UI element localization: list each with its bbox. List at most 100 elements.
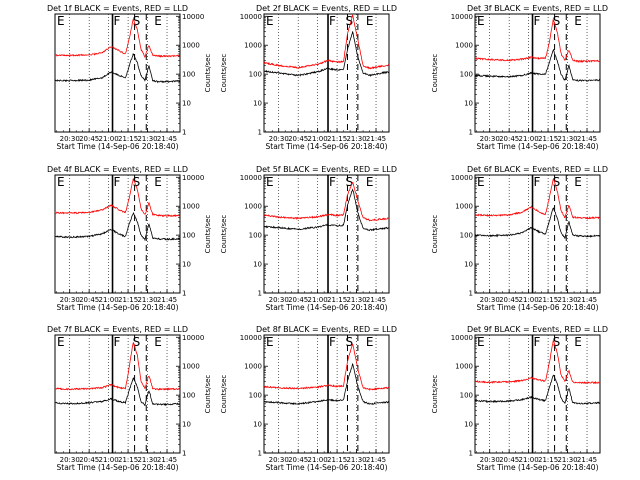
y-tick-label: 1	[182, 290, 186, 298]
eclipse-label-right: E	[366, 14, 374, 28]
eclipse-label-right: E	[154, 175, 162, 189]
x-tick-label: 20:45	[79, 296, 99, 304]
x-tick-label: 20:45	[499, 296, 519, 304]
x-tick-label: 20:30	[269, 456, 289, 464]
y-tick-label: 10	[253, 261, 262, 269]
y-tick-label: 1000	[455, 203, 473, 211]
x-tick-label: 21:30	[137, 296, 157, 304]
flare-label: F	[329, 335, 336, 349]
panel-title: Det 6f BLACK = Events, RED = LLD	[467, 165, 608, 174]
y-tick-label: 100	[182, 392, 195, 400]
y-tick-label: 10000	[182, 174, 204, 182]
lld-series-line	[263, 343, 390, 391]
x-tick-label: 20:30	[269, 135, 289, 143]
x-axis-label: Start Time (14-Sep-06 20:18:40)	[266, 463, 388, 472]
events-series-line	[474, 207, 601, 239]
x-tick-label: 21:30	[557, 135, 577, 143]
eclipse-label-right: E	[574, 335, 582, 349]
x-tick-label: 21:30	[346, 456, 366, 464]
events-series-line	[54, 53, 181, 84]
detector-panel-4: Det 4f BLACK = Events, RED = LLD 1 10 100 10…	[47, 165, 212, 312]
x-tick-label: 21:15	[538, 456, 558, 464]
x-tick-label: 21:15	[118, 135, 138, 143]
saa-label: S	[553, 335, 561, 349]
y-tick-label: 10	[464, 421, 473, 429]
y-tick-label: 1000	[244, 42, 262, 50]
eclipse-label-left: E	[477, 14, 485, 28]
y-axis-label: Counts/sec	[220, 375, 228, 414]
eclipse-label-left: E	[266, 335, 274, 349]
x-tick-label: 20:45	[499, 456, 519, 464]
y-tick-label: 10000	[240, 174, 262, 182]
y-tick-label: 1	[469, 129, 473, 137]
x-tick-label: 20:30	[480, 135, 500, 143]
x-tick-label: 20:30	[480, 456, 500, 464]
saa-label: S	[345, 14, 353, 28]
plot-frame	[474, 334, 601, 454]
x-tick-label: 20:45	[79, 456, 99, 464]
x-tick-label: 21:00	[308, 135, 328, 143]
x-tick-label: 21:45	[366, 135, 386, 143]
x-tick-label: 21:15	[538, 135, 558, 143]
x-tick-label: 20:45	[288, 296, 308, 304]
x-tick-label: 20:30	[480, 296, 500, 304]
flare-label: F	[114, 175, 121, 189]
x-tick-label: 21:45	[157, 296, 177, 304]
eclipse-label-left: E	[266, 14, 274, 28]
events-series-line	[54, 212, 181, 242]
flare-label: F	[534, 335, 541, 349]
y-tick-label: 1000	[244, 203, 262, 211]
x-tick-label: 21:45	[157, 456, 177, 464]
plot-frame	[263, 334, 390, 454]
eclipse-label-right: E	[366, 335, 374, 349]
x-axis-label: Start Time (14-Sep-06 20:18:40)	[477, 142, 599, 151]
x-axis-label: Start Time (14-Sep-06 20:18:40)	[477, 303, 599, 312]
lld-series-line	[263, 14, 390, 70]
saa-label: S	[133, 175, 141, 189]
x-tick-label: 21:30	[557, 296, 577, 304]
x-tick-label: 21:45	[157, 135, 177, 143]
x-tick-label: 21:00	[308, 296, 328, 304]
x-tick-label: 21:45	[577, 296, 597, 304]
detector-panel-8: Det 8f BLACK = Events, RED = LLD 1 10 100 10…	[220, 325, 397, 472]
eclipse-label-right: E	[574, 175, 582, 189]
x-tick-label: 21:00	[519, 135, 539, 143]
y-tick-label: 1000	[244, 363, 262, 371]
x-tick-label: 21:15	[327, 456, 347, 464]
x-tick-label: 20:45	[499, 135, 519, 143]
detector-panel-2: Det 2f BLACK = Events, RED = LLD 1 10 100 10…	[220, 4, 397, 151]
panel-title: Det 5f BLACK = Events, RED = LLD	[256, 165, 397, 174]
y-axis-label: Counts/sec	[431, 54, 439, 93]
y-axis-label: Counts/sec	[431, 215, 439, 254]
saa-label: S	[345, 175, 353, 189]
flare-label: F	[329, 14, 336, 28]
y-tick-label: 1	[182, 129, 186, 137]
y-tick-label: 10000	[240, 334, 262, 342]
x-tick-label: 21:00	[519, 456, 539, 464]
y-tick-label: 1	[258, 129, 262, 137]
y-tick-label: 1	[469, 290, 473, 298]
panel-title: Det 7f BLACK = Events, RED = LLD	[47, 325, 188, 334]
lld-series-line	[474, 177, 601, 220]
detector-panel-3: Det 3f BLACK = Events, RED = LLD 1 10 100 10…	[431, 4, 608, 151]
events-series-line	[263, 31, 390, 78]
x-axis-label: Start Time (14-Sep-06 20:18:40)	[266, 142, 388, 151]
plot-frame	[263, 13, 390, 133]
plot-frame	[263, 174, 390, 294]
lld-series-line	[474, 340, 601, 385]
detector-panel-9: Det 9f BLACK = Events, RED = LLD 1 10 100 10…	[431, 325, 608, 472]
eclipse-label-left: E	[266, 175, 274, 189]
eclipse-label-right: E	[154, 14, 162, 28]
x-tick-label: 21:15	[118, 456, 138, 464]
eclipse-label-left: E	[477, 175, 485, 189]
plot-frame	[474, 174, 601, 294]
x-tick-label: 21:00	[99, 135, 119, 143]
x-tick-label: 21:15	[327, 135, 347, 143]
y-tick-label: 10	[253, 421, 262, 429]
saa-label: S	[345, 335, 353, 349]
eclipse-label-left: E	[57, 335, 65, 349]
plot-frame	[474, 13, 601, 133]
lld-series-line	[474, 19, 601, 63]
y-axis-label: Counts/sec	[431, 375, 439, 414]
lld-series-line	[54, 178, 181, 218]
